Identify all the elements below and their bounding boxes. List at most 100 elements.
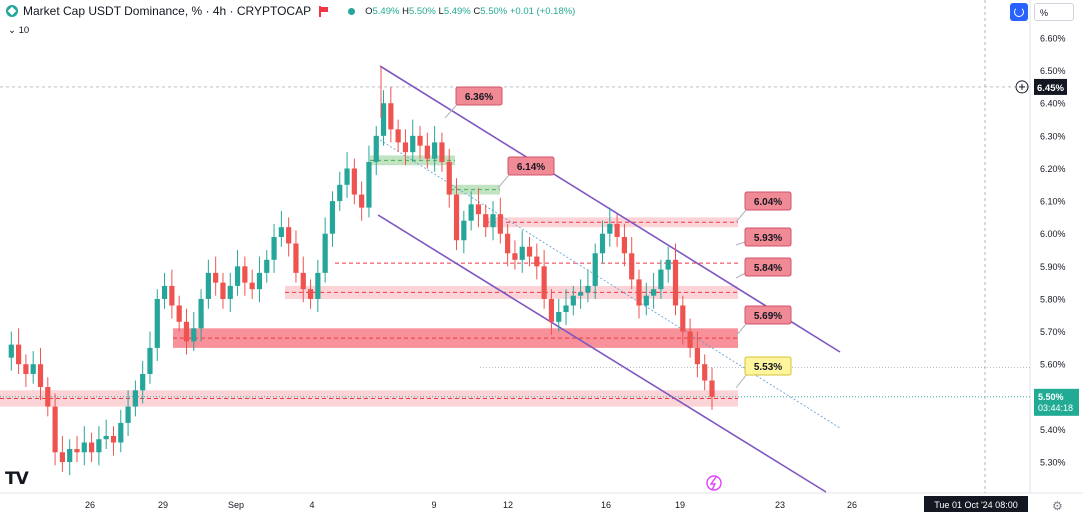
candle [67, 449, 73, 463]
candle [665, 259, 671, 270]
candle [45, 387, 51, 407]
x-tick-label: 4 [309, 500, 314, 510]
candle [570, 295, 576, 306]
x-tick-label: 29 [158, 500, 168, 510]
y-tick-label: 6.40% [1040, 99, 1066, 109]
x-tick-label: Sep [228, 500, 244, 510]
candle [293, 243, 299, 273]
x-tick-label: 26 [85, 500, 95, 510]
candle [344, 168, 350, 185]
callout-label-box [744, 305, 792, 325]
scale-mode-button[interactable]: % [1034, 3, 1074, 21]
gear-icon[interactable]: ⚙ [1052, 499, 1063, 513]
candle [132, 390, 138, 407]
callout-label: 6.14% [517, 162, 545, 173]
last-price-label: 5.50% [1038, 392, 1064, 402]
candle [461, 220, 467, 241]
candle [329, 201, 336, 234]
candle [234, 266, 241, 286]
candle [643, 295, 649, 306]
candle [125, 406, 131, 423]
candle [629, 253, 635, 280]
candle [432, 142, 438, 159]
candle [359, 194, 365, 208]
candle [8, 344, 14, 358]
candle [526, 246, 533, 257]
callout-label-box [507, 156, 555, 176]
y-tick-label: 6.10% [1040, 197, 1066, 207]
callout-label-box [744, 227, 792, 247]
candle [278, 227, 284, 237]
candle [110, 435, 117, 443]
crosshair-price-label: 6.45% [1037, 83, 1064, 94]
x-tick-label: 16 [601, 500, 611, 510]
candle [191, 328, 197, 342]
ohlc-readout: O5.49% H5.50% L5.49% C5.50% +0.01 (+0.18… [365, 6, 575, 17]
callout-label: 5.84% [754, 263, 782, 274]
crosshair-time-label: Tue 01 Oct '24 08:00 [934, 500, 1017, 510]
candle [351, 168, 357, 195]
candle [410, 135, 416, 153]
candle [300, 272, 306, 290]
auto-scale-button[interactable] [1010, 3, 1028, 21]
candle [103, 435, 109, 440]
candle [651, 289, 657, 296]
candle [439, 142, 445, 162]
candle [709, 380, 715, 397]
candle [636, 279, 642, 306]
candle [505, 233, 511, 254]
crosshair-time-tag [924, 496, 1028, 512]
candle [702, 364, 708, 381]
low-value: 5.49% [443, 5, 471, 17]
candle [592, 253, 598, 286]
candle [37, 364, 44, 388]
chevron-down-icon[interactable]: ⌄ [8, 25, 16, 36]
high-value: 5.50% [408, 5, 436, 17]
candle [475, 204, 482, 215]
candle [366, 161, 372, 208]
candle [424, 145, 430, 159]
candle [88, 442, 95, 453]
candle [417, 135, 423, 146]
crosshair-price-tag [1034, 78, 1067, 95]
tradingview-logo[interactable]: TV [5, 469, 29, 489]
chart-header: Market Cap USDT Dominance, % · 4h · CRYP… [0, 0, 575, 22]
callout-label: 6.04% [754, 197, 782, 208]
callout-label-box [744, 191, 792, 211]
lightning-icon [706, 475, 722, 491]
indicator-row[interactable]: ⌄ 10 [8, 25, 29, 36]
plus-icon [1015, 80, 1029, 94]
candle [621, 236, 628, 254]
candle [183, 321, 190, 342]
y-tick-label: 6.00% [1040, 229, 1066, 239]
candle [687, 331, 693, 348]
candle [512, 253, 518, 260]
y-tick-label: 5.90% [1040, 262, 1066, 272]
candle [52, 406, 58, 453]
channel-midline [379, 139, 841, 429]
y-tick-label: 6.50% [1040, 66, 1066, 76]
flag-icon[interactable] [318, 6, 329, 17]
candle [337, 184, 343, 202]
candle [154, 298, 160, 348]
candle [176, 305, 182, 322]
candle [307, 289, 314, 299]
callout-label-box [744, 356, 792, 376]
change-value: +0.01 (+0.18%) [509, 5, 576, 17]
open-value: 5.49% [372, 5, 400, 17]
symbol-title[interactable]: Market Cap USDT Dominance, % · 4h · CRYP… [23, 4, 312, 18]
candle [380, 103, 387, 136]
candle [388, 103, 394, 130]
candle [315, 272, 321, 299]
candle [205, 272, 211, 299]
callout-label: 5.93% [754, 233, 782, 244]
candle [446, 161, 452, 195]
y-tick-label: 5.70% [1040, 327, 1066, 337]
y-tick-label: 5.30% [1040, 458, 1066, 468]
candle [169, 285, 175, 306]
candle [373, 135, 379, 162]
lightning-icon [709, 476, 717, 491]
candle [227, 285, 233, 299]
y-tick-label: 5.40% [1040, 425, 1066, 435]
